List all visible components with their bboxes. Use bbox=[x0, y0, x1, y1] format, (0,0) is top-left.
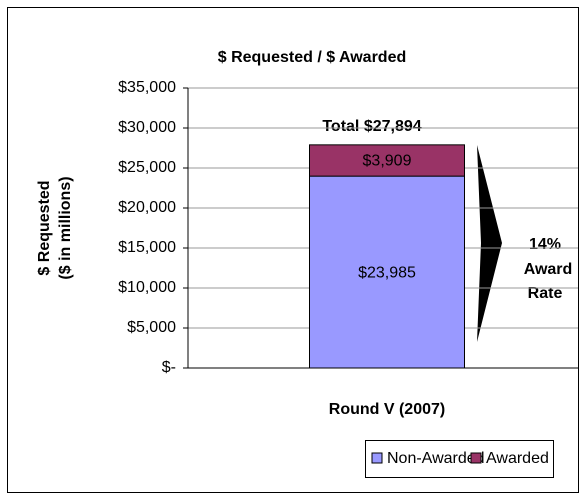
annotation: Rate bbox=[528, 285, 563, 302]
y-tick-label: $5,000 bbox=[127, 319, 176, 336]
x-tick-label: Round V (2007) bbox=[329, 401, 445, 418]
data-label: $23,985 bbox=[358, 264, 416, 281]
data-label: $3,909 bbox=[363, 153, 412, 170]
legend-label: Awarded bbox=[486, 450, 549, 467]
y-tick-label: $30,000 bbox=[118, 119, 176, 136]
legend-swatch bbox=[470, 452, 482, 464]
annotation: Award bbox=[524, 261, 573, 278]
legend bbox=[365, 440, 554, 478]
y-tick-label: $15,000 bbox=[118, 239, 176, 256]
y-tick-label: $35,000 bbox=[118, 79, 176, 96]
legend-swatch bbox=[371, 452, 383, 464]
total-annotation: Total $27,894 bbox=[322, 118, 421, 135]
annotation: 14% bbox=[529, 236, 561, 253]
bar-segment bbox=[309, 144, 465, 177]
arrow bbox=[477, 145, 502, 342]
y-tick-label: $10,000 bbox=[118, 279, 176, 296]
bar-segment bbox=[309, 175, 465, 369]
chart-title: $ Requested / $ Awarded bbox=[218, 49, 407, 66]
y-axis-label: $ Requested bbox=[36, 180, 53, 275]
y-tick-label: $25,000 bbox=[118, 159, 176, 176]
y-tick-label: $20,000 bbox=[118, 199, 176, 216]
y-tick-label: $- bbox=[162, 359, 176, 376]
legend-label: Non-Awarded bbox=[387, 450, 485, 467]
y-axis-label: ($ in millions) bbox=[57, 176, 74, 279]
